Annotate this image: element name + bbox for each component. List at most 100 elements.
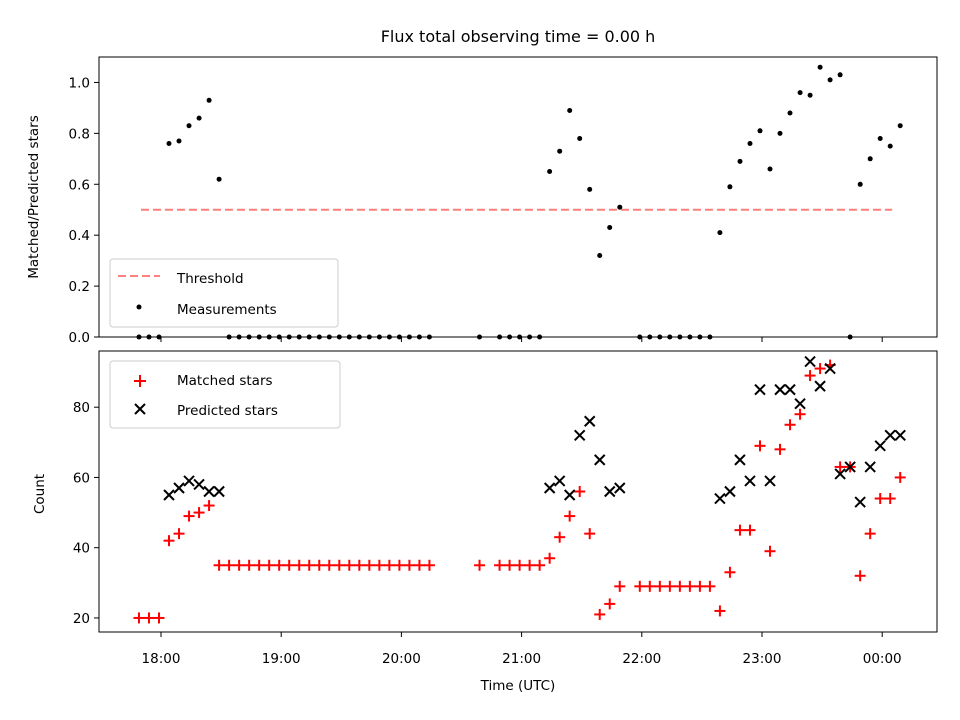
predicted-star-point: [604, 485, 616, 498]
top-y-tick-label: 0.2: [69, 279, 90, 295]
matched-star-point: [644, 580, 656, 592]
matched-star-point: [654, 580, 666, 592]
measurement-point: [757, 128, 763, 134]
measurement-point: [587, 186, 593, 192]
measurement-point: [797, 90, 803, 96]
predicted-star-point: [784, 383, 796, 396]
matched-star-point: [474, 559, 486, 571]
matched-star-point: [684, 580, 696, 592]
measurement-point: [196, 115, 202, 121]
predicted-star-point: [173, 482, 185, 494]
matched-star-point: [494, 559, 506, 571]
x-tick-label: 23:00: [743, 651, 782, 667]
predicted-star-point: [203, 485, 215, 498]
matched-star-point: [173, 528, 185, 540]
bottom-y-tick-label: 80: [73, 400, 90, 416]
predicted-star-point: [563, 489, 576, 501]
matched-star-point: [804, 370, 816, 382]
legend-threshold-label: Threshold: [176, 271, 244, 287]
predicted-star-point: [614, 482, 626, 494]
matched-star-point: [774, 443, 786, 455]
predicted-star-point: [894, 429, 906, 442]
top-y-tick-label: 0.4: [69, 228, 90, 244]
predicted-star-point: [814, 380, 826, 392]
matched-star-point: [544, 552, 556, 564]
matched-star-point: [604, 598, 616, 610]
predicted-star-point: [734, 454, 746, 466]
matched-star-point: [584, 528, 596, 540]
predicted-star-point: [594, 454, 606, 466]
legend-predicted-label: Predicted stars: [177, 403, 278, 419]
matched-star-point: [504, 559, 516, 571]
top-axes-frame: [98, 56, 938, 338]
matched-star-point: [694, 580, 706, 592]
legend-measurements-label: Measurements: [177, 302, 277, 318]
measurement-point: [557, 148, 563, 154]
measurement-point: [176, 138, 182, 144]
predicted-star-point: [774, 383, 786, 396]
measurement-point: [817, 64, 823, 70]
matched-star-point: [554, 531, 566, 543]
bottom-axes-frame: [98, 350, 938, 633]
top-y-tick-label: 0.0: [69, 330, 90, 346]
matched-star-point: [153, 612, 165, 624]
legend-predicted-marker: [134, 403, 146, 415]
matched-star-point: [133, 612, 145, 624]
matched-star-point: [564, 510, 576, 522]
matched-star-point: [283, 559, 295, 571]
legend-matched-marker: [134, 375, 146, 387]
matched-star-point: [243, 559, 255, 571]
predicted-star-point: [714, 492, 726, 505]
matched-star-point: [393, 559, 405, 571]
predicted-star-point: [864, 461, 876, 473]
top-y-tick-label: 0.6: [69, 177, 90, 193]
matched-star-point: [674, 580, 686, 592]
measurement-point: [867, 156, 873, 162]
predicted-star-point: [764, 475, 776, 487]
matched-star-point: [754, 440, 766, 452]
matched-star-point: [183, 510, 195, 522]
matched-star-point: [704, 580, 716, 592]
x-tick-label: 00:00: [863, 651, 902, 667]
measurement-point: [617, 204, 623, 210]
predicted-star-point: [824, 362, 836, 375]
x-tick-label: 21:00: [502, 651, 541, 667]
bottom-y-axis-label: Count: [32, 474, 48, 514]
bottom-legend: Matched stars Predicted stars: [109, 360, 341, 429]
measurement-point: [597, 253, 603, 258]
top-panel: 0.0 0.2 0.4 0.6 0.8 1.0 Matched/Predicted sta…: [26, 56, 938, 346]
x-axis-label: Time (UTC): [480, 678, 556, 694]
matched-star-point: [313, 559, 325, 571]
measurement-point: [547, 169, 553, 174]
matched-star-point: [814, 363, 826, 375]
matched-star-point: [413, 559, 425, 571]
measurement-point: [787, 110, 793, 116]
matched-star-point: [634, 580, 646, 592]
bottom-y-tick-label: 40: [73, 541, 90, 557]
measurement-point: [827, 77, 833, 83]
x-tick-label: 19:00: [262, 651, 301, 667]
matched-star-point: [854, 570, 866, 582]
top-y-tick-label: 1.0: [69, 75, 90, 91]
predicted-star-point: [744, 475, 756, 487]
bottom-y-tick-label: 60: [73, 470, 90, 486]
matched-star-point: [343, 559, 355, 571]
predicted-star-point: [553, 475, 566, 487]
predicted-star-point: [724, 485, 736, 498]
matched-star-point: [894, 471, 906, 483]
matched-star-point: [263, 559, 275, 571]
chart-title: Flux total observing time = 0.00 h: [381, 27, 656, 46]
top-legend: Threshold Measurements: [109, 258, 339, 328]
measurement-point: [577, 136, 583, 141]
predicted-star-point: [193, 478, 205, 491]
predicted-star-point: [844, 461, 856, 473]
matched-star-point: [253, 559, 265, 571]
top-y-axis-label: Matched/Predicted stars: [26, 115, 42, 278]
matched-star-point: [213, 559, 225, 571]
predicted-star-point: [754, 383, 766, 396]
matched-star-point: [614, 580, 626, 592]
x-tick-label: 22:00: [622, 651, 661, 667]
measurement-point: [807, 92, 813, 98]
predicted-star-point: [183, 475, 195, 487]
matched-star-point: [884, 493, 896, 505]
